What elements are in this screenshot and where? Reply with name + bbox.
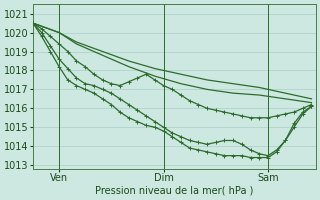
X-axis label: Pression niveau de la mer( hPa ): Pression niveau de la mer( hPa ) bbox=[95, 186, 253, 196]
